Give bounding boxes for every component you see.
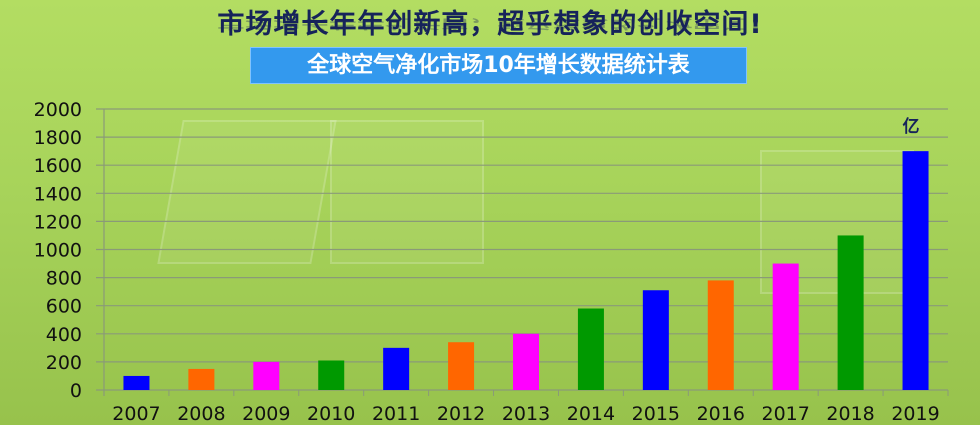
bar-2017 (772, 263, 799, 390)
x-tick-label: 2007 (112, 403, 160, 425)
y-tick-label: 200 (46, 352, 82, 374)
bar-2015 (642, 290, 669, 390)
x-tick-label: 2016 (697, 403, 745, 425)
x-tick-label: 2014 (567, 403, 615, 425)
x-tick-label: 2019 (891, 403, 939, 425)
x-tick-label: 2018 (826, 403, 874, 425)
bar-2016 (707, 280, 734, 390)
x-tick-label: 2008 (177, 403, 225, 425)
x-tick-label: 2017 (762, 403, 810, 425)
bar-2018 (837, 235, 864, 390)
y-tick-label: 1400 (34, 183, 82, 205)
y-tick-label: 1800 (34, 127, 82, 149)
bar-2010 (318, 360, 345, 390)
chart-title-banner: 全球空气净化市场10年增长数据统计表 (250, 47, 747, 84)
x-tick-label: 2009 (242, 403, 290, 425)
bar-2013 (513, 333, 539, 390)
page-title: 市场增长年年创新高，超乎想象的创收空间! (217, 9, 763, 40)
bar-2008 (188, 368, 215, 390)
bar-2019 (902, 151, 929, 390)
x-tick-label: 2012 (437, 403, 485, 425)
bar-2012 (448, 342, 475, 390)
y-tick-label: 2000 (34, 99, 82, 121)
y-tick-label: 0 (70, 380, 82, 402)
bar-2011 (383, 347, 410, 390)
x-tick-label: 2010 (307, 403, 355, 425)
bar-2009 (253, 361, 280, 390)
x-tick-label: 2011 (372, 403, 420, 425)
bar-2014 (577, 308, 604, 390)
y-tick-label: 1200 (34, 211, 82, 233)
bar-2007 (123, 375, 150, 390)
x-tick-label: 2015 (632, 403, 680, 425)
x-tick-label: 2013 (502, 403, 550, 425)
unit-label: 亿 (903, 116, 920, 137)
background-hexagon (330, 120, 484, 264)
y-tick-label: 600 (46, 296, 82, 318)
y-tick-label: 800 (46, 268, 82, 290)
y-tick-label: 1000 (34, 240, 82, 262)
y-tick-label: 1600 (34, 155, 82, 177)
y-tick-label: 400 (46, 324, 82, 346)
